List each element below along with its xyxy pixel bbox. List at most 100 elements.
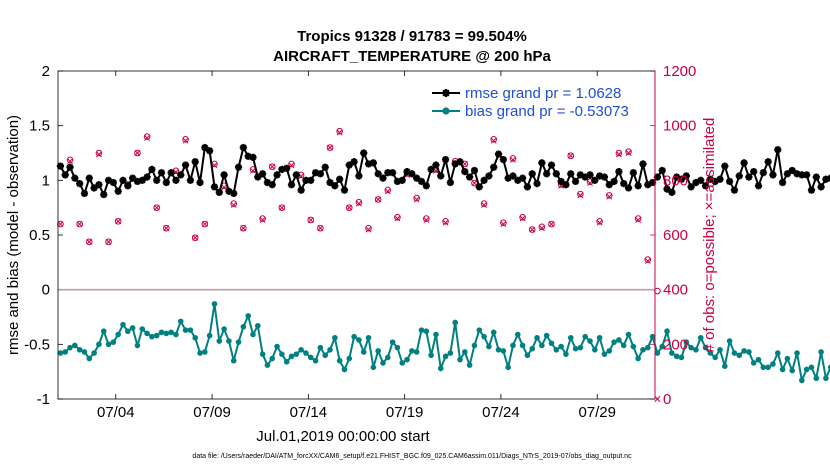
obs-assimilated-point xyxy=(182,137,189,144)
obs-possible-point xyxy=(336,127,343,135)
bias-point xyxy=(534,334,540,341)
obs-possible-point xyxy=(355,198,363,206)
bias-point xyxy=(750,360,757,366)
rmse-point xyxy=(369,159,377,167)
bias-point xyxy=(774,350,781,356)
obs-assimilated-point xyxy=(481,201,488,208)
bias-point xyxy=(818,349,824,355)
rmse-point-stroke xyxy=(413,174,421,182)
obs-possible-point xyxy=(567,152,575,160)
y-tick-label-left: 1.5 xyxy=(29,118,50,135)
bias-point xyxy=(274,343,280,350)
rmse-point xyxy=(374,170,382,178)
rmse-point xyxy=(456,158,464,166)
bias-point xyxy=(336,357,343,364)
rmse-point xyxy=(615,167,623,176)
rmse-point-stroke xyxy=(673,173,680,181)
rmse-point-stroke xyxy=(76,180,83,187)
obs-possible-point xyxy=(153,204,160,211)
bias-point xyxy=(827,364,830,370)
rmse-point-stroke xyxy=(240,144,247,151)
rmse-point xyxy=(100,190,108,199)
rmse-point xyxy=(215,188,223,196)
rmse-point xyxy=(721,162,729,170)
rmse-point-stroke xyxy=(71,174,79,182)
bias-point xyxy=(158,329,165,336)
rmse-point xyxy=(682,172,690,180)
rmse-point xyxy=(480,176,488,184)
bias-point xyxy=(722,363,728,370)
rmse-point xyxy=(441,155,450,164)
rmse-point-stroke xyxy=(85,174,93,182)
rmse-point-stroke xyxy=(389,169,396,177)
rmse-point-stroke xyxy=(682,172,690,180)
rmse-point xyxy=(485,172,493,180)
rmse-point xyxy=(172,176,180,184)
bias-point xyxy=(413,349,420,355)
bias-point xyxy=(168,329,174,336)
bias-point xyxy=(765,364,771,371)
rmse-point xyxy=(220,171,228,179)
rmse-point xyxy=(610,177,618,186)
bias-point xyxy=(529,345,536,352)
y-tick-label-left: -1 xyxy=(37,391,50,408)
rmse-point-stroke xyxy=(100,191,108,198)
rmse-point xyxy=(124,182,132,190)
bias-point xyxy=(673,353,680,360)
bias-point xyxy=(182,327,189,333)
rmse-point-stroke xyxy=(543,170,550,178)
rmse-point xyxy=(658,166,666,175)
rmse-point xyxy=(817,183,825,191)
rmse-point-stroke xyxy=(524,183,531,191)
bias-point xyxy=(731,350,738,356)
obs-assimilated-point xyxy=(76,221,83,228)
y-tick-label-right: 1200 xyxy=(663,63,696,80)
rmse-point xyxy=(114,187,122,195)
bias-point xyxy=(601,351,608,357)
rmse-point-stroke xyxy=(317,170,324,178)
y-axis-label-right: # of obs: o=possible; ×=assimilated xyxy=(701,118,718,353)
bias-point xyxy=(669,350,675,356)
rmse-point-stroke xyxy=(158,169,165,177)
rmse-point-stroke xyxy=(408,170,416,178)
obs-possible-point xyxy=(490,136,498,143)
obs-possible-point xyxy=(66,156,74,164)
obs-assimilated-point xyxy=(201,221,208,228)
rmse-point xyxy=(701,182,710,190)
obs-possible-point xyxy=(374,196,382,203)
bias-point xyxy=(688,344,694,351)
legend-bias-label: bias grand pr = -0.53073 xyxy=(465,103,629,120)
bias-point xyxy=(587,338,593,344)
bias-point xyxy=(91,350,97,356)
rmse-point-stroke xyxy=(57,162,64,170)
obs-possible-point xyxy=(201,220,209,228)
bias-point xyxy=(770,361,776,367)
obs-assimilated-point xyxy=(269,163,276,170)
x-tick-label: 07/09 xyxy=(193,404,231,421)
rmse-point-stroke xyxy=(273,171,281,179)
rmse-point xyxy=(297,186,305,194)
bias-point xyxy=(110,339,117,345)
bias-point xyxy=(115,331,121,338)
rmse-point-stroke xyxy=(774,146,782,154)
x-axis-label: Jul.01,2019 00:00:00 start xyxy=(256,428,430,445)
bias-point xyxy=(746,349,752,355)
bias-point xyxy=(76,347,83,353)
obs-possible-point xyxy=(577,190,584,198)
obs-assimilated-point xyxy=(192,234,199,241)
y-tick-label-right: 0 xyxy=(663,391,671,408)
bias-point xyxy=(269,355,276,362)
rmse-point xyxy=(629,169,637,177)
obs-possible-point xyxy=(596,218,603,225)
bias-point xyxy=(428,352,434,359)
bias-point xyxy=(394,344,401,351)
rmse-point-stroke xyxy=(769,171,777,179)
rmse-point xyxy=(620,180,628,188)
bias-point xyxy=(789,367,796,374)
rmse-point-stroke xyxy=(442,156,449,163)
bias-point xyxy=(702,344,709,351)
rmse-point xyxy=(571,177,580,186)
rmse-point xyxy=(259,170,267,178)
obs-assimilated-point xyxy=(250,167,256,174)
rmse-point xyxy=(543,170,551,178)
